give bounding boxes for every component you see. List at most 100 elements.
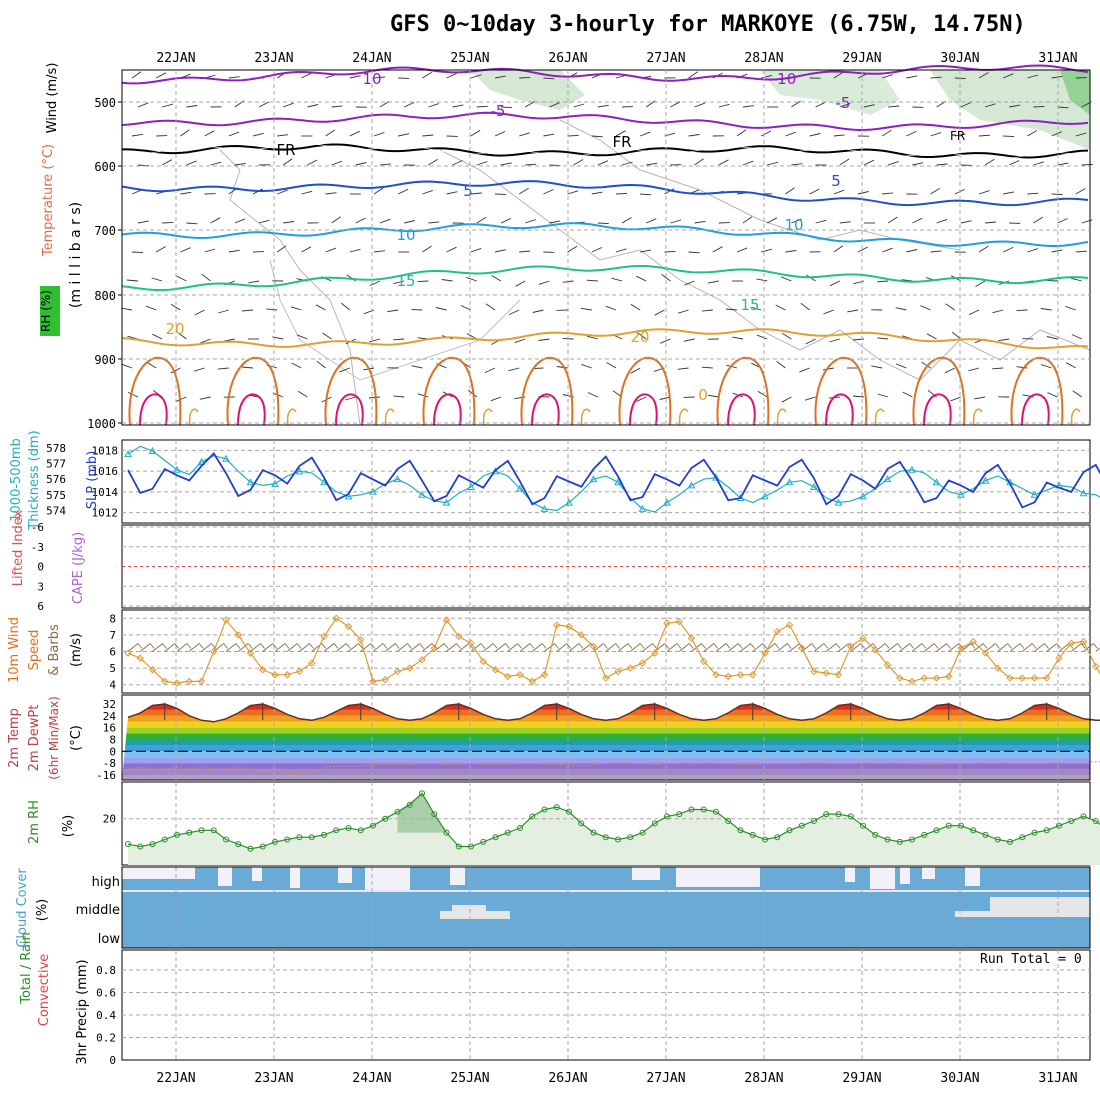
wind10-point — [479, 657, 487, 666]
wind10-point — [1006, 674, 1014, 682]
rh2m-point — [1092, 818, 1099, 825]
wind-barb — [636, 275, 647, 282]
rh2m-point — [198, 827, 205, 834]
wind-barb — [422, 134, 434, 137]
wind-barb — [556, 366, 568, 369]
wind-barb — [809, 188, 820, 195]
wind10-point — [932, 674, 941, 682]
thk-tick-1: 577 — [46, 457, 66, 470]
cloud-high-gap — [252, 867, 262, 881]
wind-barb — [355, 217, 366, 224]
day-label-bottom-5: 27JAN — [646, 1071, 685, 1086]
cloud-mid-patch — [452, 905, 486, 919]
wind10-barb — [299, 643, 310, 652]
wind-barb — [670, 219, 682, 224]
wind10-barb-flag — [970, 643, 976, 649]
wind10-point — [896, 674, 904, 682]
rh2m-area — [128, 793, 1100, 865]
rh2m-point — [884, 836, 891, 843]
wind10-barb-flag — [394, 643, 400, 649]
wind-barb — [591, 135, 603, 138]
wind-barb — [155, 72, 167, 79]
wind-barb — [888, 105, 900, 108]
rh2m-point — [186, 829, 193, 836]
wind10-barb-flag — [688, 643, 694, 649]
wind10-barb-flag — [750, 643, 755, 649]
wind-barb — [640, 249, 652, 253]
wind-barb — [1009, 160, 1020, 166]
wind10-barb-flag — [627, 643, 633, 649]
wind10-point — [957, 644, 965, 652]
wind10-point — [295, 667, 304, 676]
wind10-barb — [127, 643, 139, 652]
wind10-tick-3: 5 — [109, 662, 116, 675]
wind-barb — [684, 280, 695, 286]
rh2m-point — [1043, 827, 1050, 834]
wind-barb — [984, 103, 996, 108]
wind10-barb — [421, 643, 433, 652]
day-label-bottom-0: 22JAN — [156, 1071, 195, 1086]
wind10-barb-flag — [149, 643, 155, 649]
cloud-high-gap — [632, 867, 660, 880]
rh2m-point — [811, 818, 817, 825]
day-label-top-0: 22JAN — [156, 51, 195, 66]
temp2m-band — [122, 745, 1090, 752]
wind-barb — [912, 162, 924, 166]
wind-barb — [701, 366, 713, 369]
wind-barb — [241, 366, 254, 369]
wind-barb — [992, 367, 1004, 370]
wind-barb — [446, 191, 458, 195]
thickness-point — [614, 478, 622, 486]
day-label-top-6: 28JAN — [744, 51, 783, 66]
day-label-bottom-4: 26JAN — [548, 1071, 587, 1086]
cloud-high-gap — [290, 867, 300, 888]
wind-barb — [543, 77, 555, 80]
wind-barb — [670, 101, 681, 108]
thickness-point — [883, 475, 892, 483]
wind-barb — [882, 192, 894, 195]
wind-barb — [742, 216, 753, 224]
warm-contour-0 — [128, 356, 182, 426]
rh2m-point — [921, 831, 928, 838]
wind10-point — [859, 634, 867, 642]
wind-barb — [514, 338, 526, 344]
wind10-barb — [225, 643, 237, 652]
hot-contour-8 — [923, 393, 952, 426]
wind-barb — [307, 159, 318, 166]
wind-barb — [297, 334, 308, 340]
wind10-barb — [752, 643, 764, 652]
wind10-point — [822, 669, 830, 677]
thickness-point — [712, 473, 720, 481]
wind-barb — [597, 160, 609, 166]
precip-tick-1: 0.6 — [96, 987, 116, 1000]
wind10-barb — [446, 643, 457, 652]
wind-barb — [664, 188, 675, 195]
warm-contour-3 — [422, 356, 476, 426]
wind10-point — [234, 631, 242, 639]
wind10-point — [430, 644, 438, 652]
wind10-barb-flag — [505, 643, 510, 649]
wind-barb — [368, 396, 381, 399]
wind-barb — [1051, 193, 1063, 196]
wind-barb — [325, 247, 337, 253]
wind10-point — [1043, 674, 1051, 682]
wind-barb — [906, 249, 918, 253]
wind10-barb-flag — [309, 643, 314, 649]
temp-contour-15 — [121, 265, 1089, 292]
wind10-barb — [348, 643, 359, 652]
wind-barb — [799, 367, 810, 373]
thickness-point — [1079, 489, 1088, 497]
wind-barb — [930, 132, 942, 137]
rh2m-point — [1019, 834, 1026, 841]
cloud-high-gap — [870, 867, 895, 889]
temp2m-band — [122, 739, 1090, 746]
wind10-barb — [1009, 643, 1021, 652]
wind10-point — [602, 674, 610, 682]
wind-barb — [591, 247, 602, 253]
wind-barb — [162, 103, 173, 108]
wind-barb — [833, 71, 844, 79]
wind10-barb — [948, 643, 960, 652]
temp2m-band — [122, 757, 1090, 764]
wind-barb — [630, 367, 641, 374]
wind-barb — [218, 309, 229, 314]
